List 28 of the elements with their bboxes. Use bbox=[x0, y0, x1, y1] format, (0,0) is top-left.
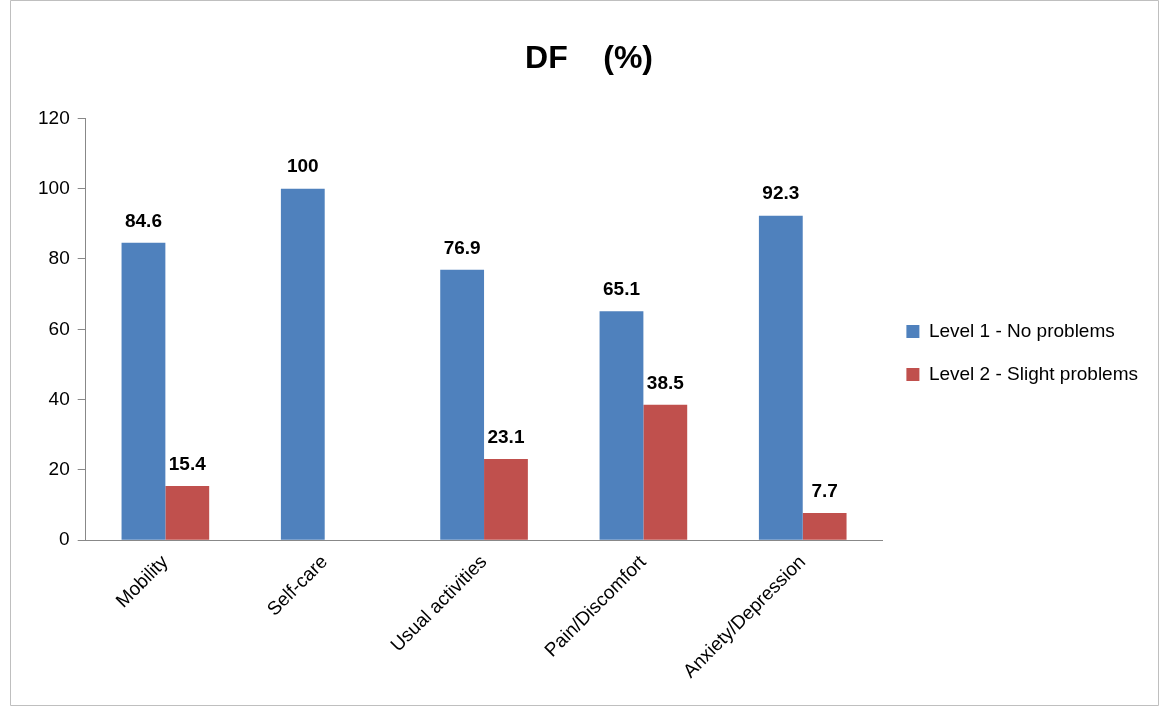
legend-label: Level 2 - Slight problems bbox=[928, 362, 1139, 384]
y-tick-label: 100 bbox=[38, 176, 70, 198]
y-tick-label: 60 bbox=[48, 317, 70, 339]
bar bbox=[643, 404, 688, 540]
data-label: 92.3 bbox=[762, 182, 800, 204]
data-label: 84.6 bbox=[124, 209, 162, 231]
bar bbox=[758, 215, 803, 540]
bar bbox=[165, 486, 210, 540]
data-label: 65.1 bbox=[602, 278, 641, 300]
y-tick-label: 120 bbox=[38, 106, 70, 128]
bar bbox=[280, 188, 325, 540]
data-label: 100 bbox=[286, 155, 319, 177]
bar bbox=[599, 311, 644, 540]
data-label: 7.7 bbox=[811, 479, 838, 501]
data-label: 15.4 bbox=[168, 452, 207, 474]
bar bbox=[121, 242, 166, 540]
y-tick-label: 80 bbox=[48, 247, 70, 269]
bar bbox=[802, 513, 847, 540]
y-tick-label: 0 bbox=[59, 528, 70, 550]
chart-title: DF (%) bbox=[525, 39, 653, 76]
y-tick-label: 40 bbox=[48, 387, 70, 409]
data-label: 38.5 bbox=[646, 371, 685, 393]
bar bbox=[440, 269, 485, 540]
data-label: 23.1 bbox=[487, 425, 525, 447]
y-tick-label: 20 bbox=[48, 458, 70, 480]
bar bbox=[484, 458, 528, 540]
legend-label: Level 1 - No problems bbox=[928, 319, 1115, 341]
data-label: 76.9 bbox=[443, 236, 481, 258]
